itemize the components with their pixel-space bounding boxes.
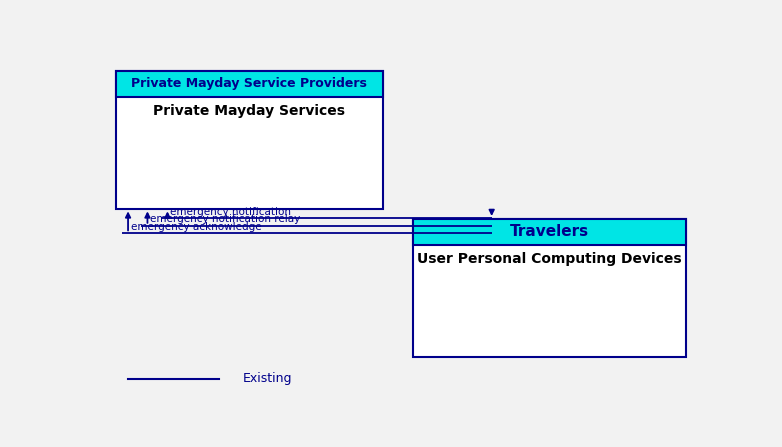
Bar xyxy=(413,219,686,245)
Text: Existing: Existing xyxy=(243,372,292,385)
Bar xyxy=(413,219,686,357)
Text: User Personal Computing Devices: User Personal Computing Devices xyxy=(417,252,682,266)
Bar xyxy=(116,71,382,97)
Text: Travelers: Travelers xyxy=(510,224,589,239)
Text: emergency acknowledge: emergency acknowledge xyxy=(131,222,262,232)
Text: emergency notification relay: emergency notification relay xyxy=(150,215,301,224)
Text: Private Mayday Services: Private Mayday Services xyxy=(153,104,346,118)
Bar xyxy=(116,71,382,208)
Text: emergency notification: emergency notification xyxy=(170,207,292,217)
Text: Private Mayday Service Providers: Private Mayday Service Providers xyxy=(131,77,368,90)
